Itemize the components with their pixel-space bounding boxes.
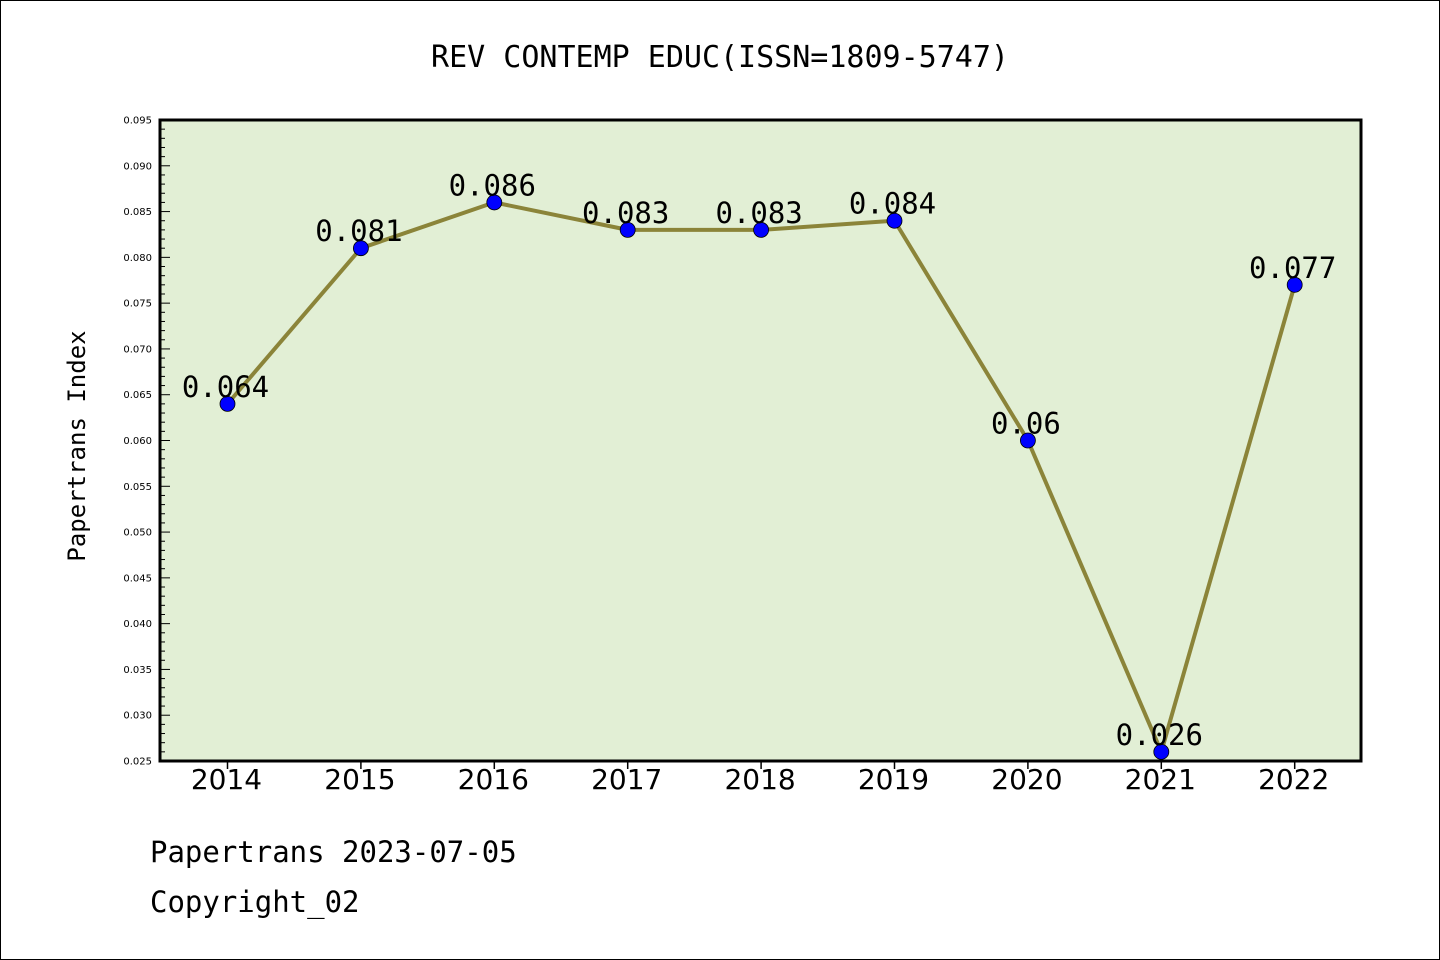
plot-border (158, 118, 1363, 763)
y-tick-label: 0.055 (123, 482, 152, 493)
x-axis: 2014 2015 2016 2017 2018 2019 2020 2021 2022 (191, 761, 1329, 796)
data-label: 0.06 (991, 407, 1061, 441)
y-tick-label: 0.095 (123, 116, 152, 127)
y-tick-label: 0.030 (123, 711, 152, 722)
y-tick-label: 0.035 (123, 665, 152, 676)
data-points (219, 194, 1303, 760)
data-point (486, 194, 503, 211)
y-tick-label: 0.045 (123, 573, 152, 584)
x-tick-label: 2020 (991, 763, 1062, 796)
x-tick-label: 2019 (858, 763, 929, 796)
data-label: 0.086 (449, 168, 536, 202)
y-tick-label: 0.085 (123, 207, 152, 218)
data-label: 0.064 (182, 370, 269, 404)
x-tick-label: 2021 (1125, 763, 1196, 796)
y-tick-label: 0.060 (123, 436, 152, 447)
x-tick-label: 2014 (191, 763, 262, 796)
x-tick-label: 2017 (591, 763, 662, 796)
x-tick-label: 2015 (324, 763, 395, 796)
y-tick-label: 0.050 (123, 528, 152, 539)
y-tick-label: 0.025 (123, 757, 152, 768)
data-point (1286, 276, 1303, 293)
y-axis-label: Papertrans Index (63, 330, 91, 561)
footer-copyright: Copyright_02 (150, 885, 360, 919)
data-label: 0.083 (582, 196, 669, 230)
y-axis: 0.025 0.030 0.035 0.040 0.045 0.050 0.055 0.060… (123, 116, 170, 768)
data-point (753, 221, 769, 238)
data-label: 0.026 (1116, 718, 1203, 752)
data-point (886, 212, 903, 229)
x-tick-label: 2018 (724, 763, 795, 796)
y-tick-label: 0.080 (123, 253, 152, 264)
data-label: 0.077 (1249, 251, 1336, 285)
y-tick-label: 0.070 (123, 344, 152, 355)
y-tick-label: 0.065 (123, 390, 152, 401)
chart-title: REV CONTEMP EDUC(ISSN=1809-5747) (431, 40, 1009, 75)
data-labels: 0.064 0.081 0.086 0.083 0.083 0.084 0.06 0.026 0… (182, 168, 1337, 751)
data-label: 0.081 (315, 214, 402, 248)
data-point (1020, 432, 1036, 449)
footer-date: Papertrans 2023-07-05 (150, 835, 517, 869)
data-point (619, 221, 636, 238)
data-point (1153, 743, 1170, 760)
y-tick-label: 0.090 (123, 161, 152, 172)
data-label: 0.083 (715, 196, 802, 230)
x-tick-label: 2022 (1258, 763, 1329, 796)
y-tick-label: 0.040 (123, 619, 152, 630)
y-tick-label: 0.075 (123, 299, 152, 310)
data-point (219, 395, 236, 412)
x-tick-label: 2016 (458, 763, 529, 796)
data-point (352, 240, 369, 257)
data-label: 0.084 (849, 187, 936, 221)
